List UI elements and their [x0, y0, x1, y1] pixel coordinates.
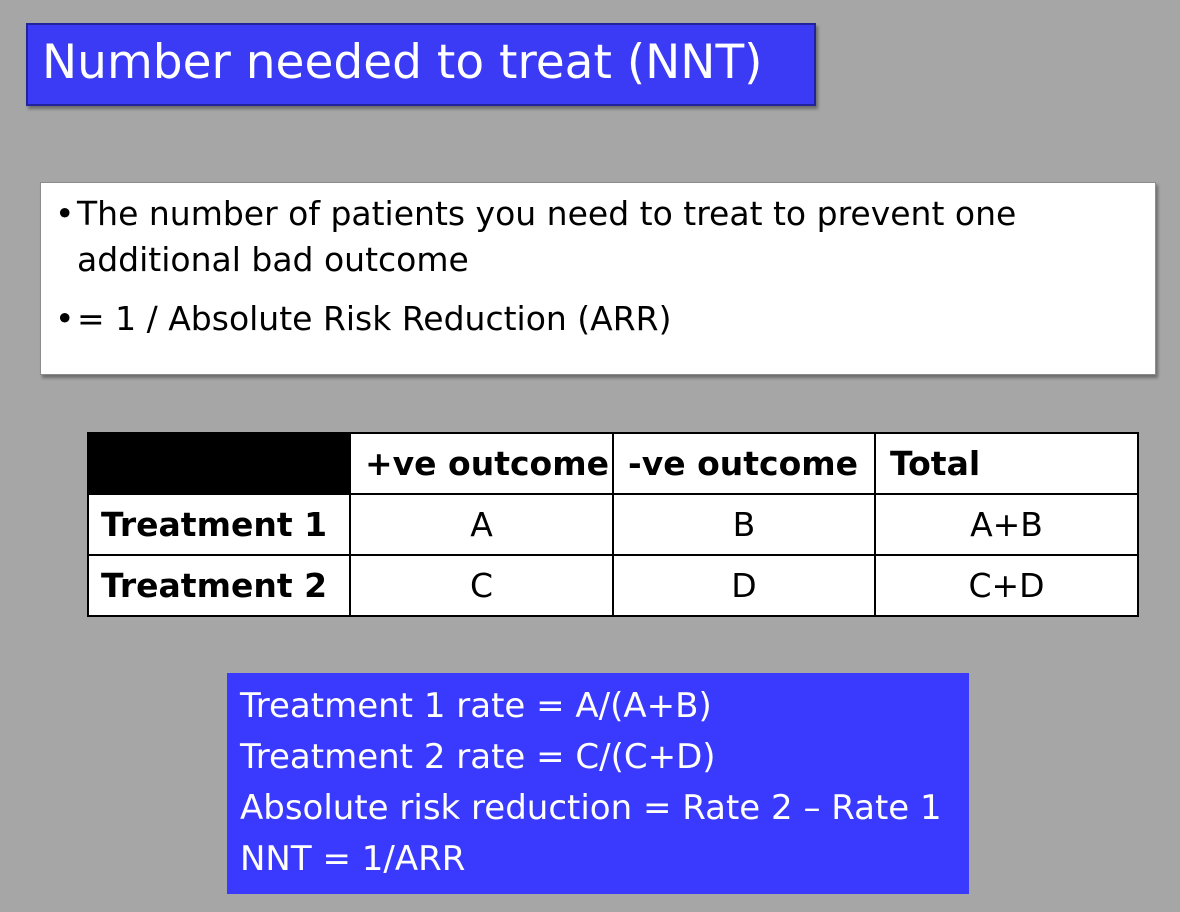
row-label-treatment-2: Treatment 2 — [87, 554, 351, 617]
column-header-total: Total — [874, 432, 1139, 495]
formula-absolute-risk-reduction: Absolute risk reduction = Rate 2 – Rate … — [240, 788, 942, 828]
table-cell: C — [349, 554, 614, 617]
formula-treatment-1-rate: Treatment 1 rate = A/(A+B) — [240, 686, 712, 726]
contingency-table: +ve outcome -ve outcome Total Treatment … — [87, 432, 1139, 617]
title-banner: Number needed to treat (NNT) — [26, 23, 816, 106]
bullet-text: = 1 / Absolute Risk Reduction (ARR) — [77, 299, 672, 338]
slide-title: Number needed to treat (NNT) — [42, 35, 763, 90]
formula-nnt: NNT = 1/ARR — [240, 839, 466, 879]
table-corner-cell — [87, 432, 351, 495]
table-cell: A — [349, 493, 614, 556]
formula-treatment-2-rate: Treatment 2 rate = C/(C+D) — [240, 737, 716, 777]
formula-box: Treatment 1 rate = A/(A+B) Treatment 2 r… — [227, 673, 969, 894]
bullet-marker: • — [55, 194, 75, 233]
bullet-line: additional bad outcome — [77, 240, 469, 279]
table-cell: D — [612, 554, 876, 617]
table-cell: B — [612, 493, 876, 556]
column-header-positive-outcome: +ve outcome — [349, 432, 614, 495]
table-cell: C+D — [874, 554, 1139, 617]
table-row: Treatment 1 A B A+B — [87, 493, 1139, 556]
column-header-negative-outcome: -ve outcome — [612, 432, 876, 495]
bullet-text: The number of patients you need to treat… — [77, 191, 1137, 283]
table-header-row: +ve outcome -ve outcome Total — [87, 432, 1139, 495]
row-label-treatment-1: Treatment 1 — [87, 493, 351, 556]
bullet-line: The number of patients you need to treat… — [77, 194, 1017, 233]
definition-box: • The number of patients you need to tre… — [40, 182, 1156, 375]
bullet-marker: • — [55, 299, 75, 338]
table-cell: A+B — [874, 493, 1139, 556]
table-row: Treatment 2 C D C+D — [87, 554, 1139, 617]
